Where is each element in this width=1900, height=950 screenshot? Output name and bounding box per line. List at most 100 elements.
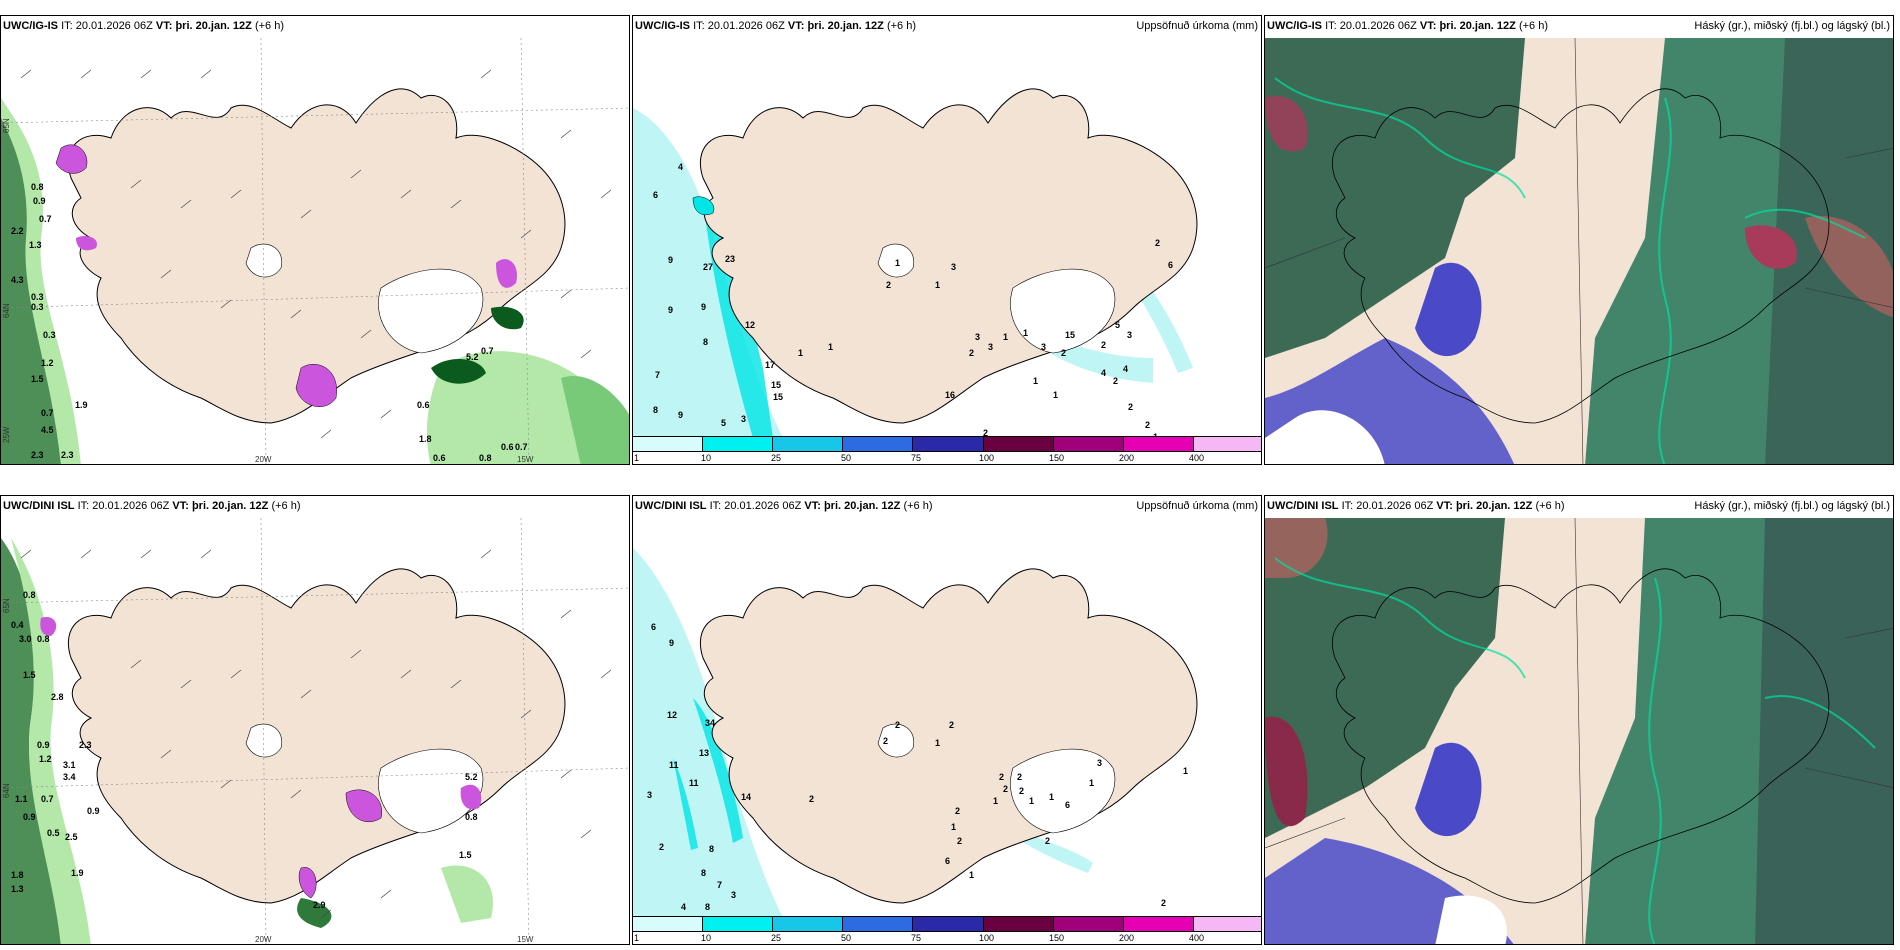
precip-labels: 4 6 9 9 9 8 7 8 9 5 3 12 17 15 15 1 1 27… xyxy=(653,162,1173,438)
svg-text:1: 1 xyxy=(1053,390,1058,400)
svg-text:2: 2 xyxy=(1128,402,1133,412)
svg-text:8: 8 xyxy=(709,844,714,854)
colorbar-tick: 100 xyxy=(979,453,995,463)
svg-text:1: 1 xyxy=(1183,766,1188,776)
colorbar-tick: 1 xyxy=(634,933,640,943)
svg-text:5: 5 xyxy=(1115,320,1120,330)
colorbar-box xyxy=(982,437,1053,451)
colorbar-tick: 25 xyxy=(771,453,782,463)
colorbar-box xyxy=(842,917,913,931)
svg-text:27: 27 xyxy=(703,262,713,272)
svg-text:2: 2 xyxy=(886,280,891,290)
svg-text:12: 12 xyxy=(667,710,677,720)
svg-text:8: 8 xyxy=(653,405,658,415)
svg-text:7: 7 xyxy=(655,370,660,380)
cloud-map xyxy=(1265,38,1893,464)
svg-text:2.3: 2.3 xyxy=(31,450,44,460)
svg-text:8: 8 xyxy=(705,902,710,912)
svg-text:3: 3 xyxy=(1041,342,1046,352)
svg-text:17: 17 xyxy=(765,360,775,370)
colorbar-box xyxy=(702,437,773,451)
svg-text:2: 2 xyxy=(957,836,962,846)
svg-text:13: 13 xyxy=(699,748,709,758)
panel-ig-is-clouds: UWC/IG-IS IT: 20.01.2026 06Z VT: þri. 20… xyxy=(1264,15,1894,465)
svg-text:1: 1 xyxy=(969,870,974,880)
svg-text:1.2: 1.2 xyxy=(41,358,54,368)
colorbar-tick: 10 xyxy=(701,933,712,943)
svg-text:5: 5 xyxy=(721,418,726,428)
colorbar-tick: 200 xyxy=(1119,453,1135,463)
svg-text:4: 4 xyxy=(1101,368,1106,378)
svg-text:3: 3 xyxy=(988,342,993,352)
svg-text:8: 8 xyxy=(703,337,708,347)
svg-text:2: 2 xyxy=(1155,238,1160,248)
colorbar-box xyxy=(633,917,703,931)
svg-text:0.7: 0.7 xyxy=(39,214,52,224)
svg-text:2: 2 xyxy=(1161,898,1166,908)
svg-text:2: 2 xyxy=(895,720,900,730)
svg-text:1: 1 xyxy=(1089,778,1094,788)
svg-text:2: 2 xyxy=(983,428,988,438)
colorbar-box xyxy=(1192,917,1261,931)
svg-text:2: 2 xyxy=(1003,784,1008,794)
svg-text:15: 15 xyxy=(1065,330,1075,340)
svg-text:64N: 64N xyxy=(2,303,11,318)
svg-text:0.3: 0.3 xyxy=(31,292,44,302)
panel-ig-is-wind: UWC/IG-IS IT: 20.01.2026 06Z VT: þri. 20… xyxy=(0,15,630,465)
colorbar-tick: 400 xyxy=(1189,933,1205,943)
panel-title: UWC/IG-IS IT: 20.01.2026 06Z VT: þri. 20… xyxy=(1267,20,1548,32)
svg-text:8: 8 xyxy=(701,868,706,878)
svg-text:1: 1 xyxy=(935,280,940,290)
svg-text:2.5: 2.5 xyxy=(65,832,78,842)
svg-text:2: 2 xyxy=(1101,340,1106,350)
svg-text:4: 4 xyxy=(678,162,683,172)
svg-text:9: 9 xyxy=(668,255,673,265)
svg-text:20W: 20W xyxy=(255,935,272,944)
svg-text:0.8: 0.8 xyxy=(31,182,44,192)
svg-text:65N: 65N xyxy=(2,598,11,613)
field-title: Uppsöfnuð úrkoma (mm) xyxy=(1136,20,1258,32)
svg-text:2: 2 xyxy=(1061,348,1066,358)
svg-text:5.2: 5.2 xyxy=(466,352,479,362)
svg-text:0.7: 0.7 xyxy=(41,408,54,418)
colorbar-box xyxy=(1122,917,1193,931)
svg-text:3.1: 3.1 xyxy=(63,760,76,770)
colorbar-tick: 1 xyxy=(634,453,640,463)
svg-text:0.3: 0.3 xyxy=(43,330,56,340)
svg-text:9: 9 xyxy=(669,638,674,648)
field-title: Háský (gr.), miðský (fj.bl.) og lágský (… xyxy=(1694,20,1890,32)
colorbar: 1 10 25 50 75 100 150 200 400 xyxy=(633,916,1261,944)
svg-text:15W: 15W xyxy=(517,455,534,464)
svg-text:2: 2 xyxy=(955,806,960,816)
svg-text:4.5: 4.5 xyxy=(41,425,54,435)
svg-text:1: 1 xyxy=(895,258,900,268)
colorbar-tick: 50 xyxy=(841,453,852,463)
svg-text:2: 2 xyxy=(659,842,664,852)
colorbar-box xyxy=(1052,437,1123,451)
svg-text:0.7: 0.7 xyxy=(515,442,528,452)
svg-text:6: 6 xyxy=(653,190,658,200)
svg-text:5.2: 5.2 xyxy=(465,772,478,782)
panel-title: UWC/IG-IS IT: 20.01.2026 06Z VT: þri. 20… xyxy=(635,20,916,32)
colorbar-box xyxy=(912,917,983,931)
svg-text:2: 2 xyxy=(1145,420,1150,430)
svg-text:1.3: 1.3 xyxy=(11,884,24,894)
colorbar-box xyxy=(1122,437,1193,451)
svg-text:3.0: 3.0 xyxy=(19,634,32,644)
svg-text:1.5: 1.5 xyxy=(23,670,36,680)
colorbar: 1 10 25 50 75 100 150 200 400 xyxy=(633,436,1261,464)
colorbar-tick: 75 xyxy=(911,933,922,943)
svg-text:1.9: 1.9 xyxy=(71,868,84,878)
precip-labels: 6 9 12 34 13 11 11 3 14 2 8 8 7 3 4 8 2 … xyxy=(647,622,1188,912)
svg-text:0.8: 0.8 xyxy=(37,634,50,644)
svg-text:1: 1 xyxy=(935,738,940,748)
svg-text:0.6: 0.6 xyxy=(417,400,430,410)
colorbar-tick: 25 xyxy=(771,933,782,943)
precip-map: 4 6 9 9 9 8 7 8 9 5 3 12 17 15 15 1 1 27… xyxy=(633,88,1198,438)
svg-text:2: 2 xyxy=(1017,772,1022,782)
svg-text:64N: 64N xyxy=(2,783,11,798)
svg-text:1.5: 1.5 xyxy=(31,374,44,384)
field-title: Uppsöfnuð úrkoma (mm) xyxy=(1136,500,1258,512)
svg-text:1.2: 1.2 xyxy=(39,754,52,764)
panel-title: UWC/DINI ISL IT: 20.01.2026 06Z VT: þri.… xyxy=(3,500,301,512)
